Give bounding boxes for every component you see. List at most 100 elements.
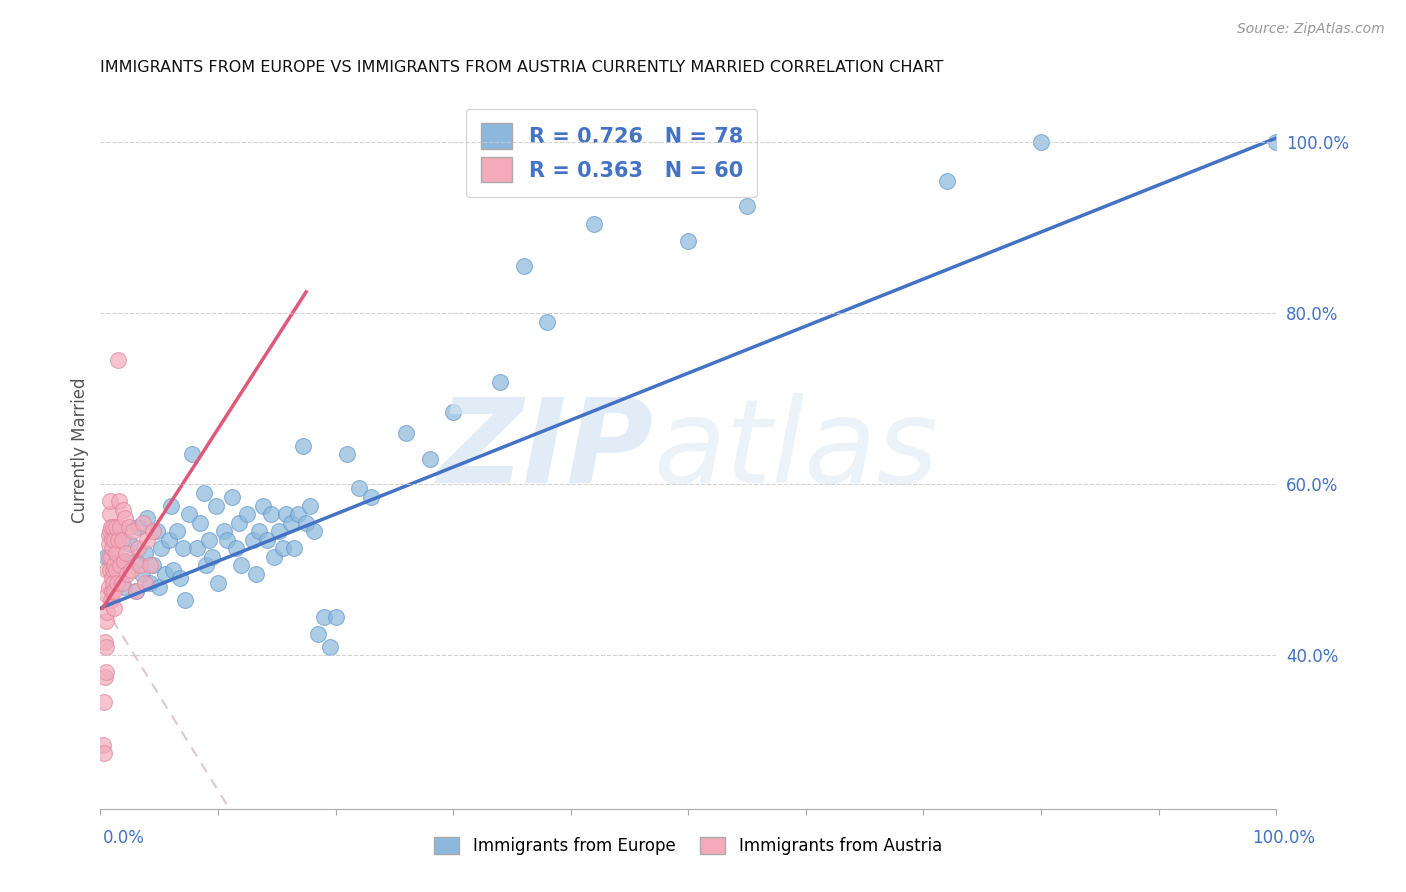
- Point: [112, 580, 135, 594]
- Point: [360, 490, 382, 504]
- Point: [104, 563, 127, 577]
- Point: [245, 566, 267, 581]
- Point: [169, 571, 191, 585]
- Text: ZIP: ZIP: [437, 392, 652, 508]
- Point: [221, 490, 243, 504]
- Point: [489, 375, 512, 389]
- Point: [98, 494, 121, 508]
- Point: [247, 524, 270, 539]
- Point: [307, 627, 329, 641]
- Point: [197, 533, 219, 547]
- Point: [93, 747, 115, 761]
- Point: [177, 507, 200, 521]
- Point: [287, 507, 309, 521]
- Point: [217, 533, 239, 547]
- Point: [110, 558, 132, 573]
- Point: [96, 665, 118, 680]
- Text: 0.0%: 0.0%: [103, 829, 145, 847]
- Point: [312, 609, 335, 624]
- Point: [236, 507, 259, 521]
- Point: [107, 528, 129, 542]
- Point: [174, 592, 197, 607]
- Point: [118, 537, 141, 551]
- Point: [124, 584, 146, 599]
- Point: [131, 566, 153, 581]
- Point: [193, 485, 215, 500]
- Y-axis label: Currently Married: Currently Married: [72, 377, 89, 523]
- Point: [94, 669, 117, 683]
- Point: [103, 575, 125, 590]
- Point: [242, 533, 264, 547]
- Point: [142, 524, 165, 539]
- Point: [101, 571, 124, 585]
- Point: [103, 563, 125, 577]
- Point: [110, 575, 132, 590]
- Point: [124, 554, 146, 568]
- Point: [212, 524, 235, 539]
- Point: [207, 575, 229, 590]
- Point: [104, 545, 127, 559]
- Point: [201, 549, 224, 564]
- Point: [105, 575, 128, 590]
- Point: [676, 234, 699, 248]
- Point: [347, 482, 370, 496]
- Point: [96, 549, 118, 564]
- Point: [1029, 136, 1052, 150]
- Point: [94, 635, 117, 649]
- Point: [112, 554, 135, 568]
- Point: [181, 447, 204, 461]
- Point: [274, 507, 297, 521]
- Point: [103, 558, 125, 573]
- Point: [263, 549, 285, 564]
- Point: [101, 541, 124, 556]
- Point: [148, 580, 170, 594]
- Point: [101, 584, 124, 599]
- Point: [122, 524, 145, 539]
- Point: [146, 524, 169, 539]
- Point: [96, 640, 118, 654]
- Point: [228, 516, 250, 530]
- Point: [536, 315, 558, 329]
- Point: [96, 563, 118, 577]
- Point: [160, 499, 183, 513]
- Point: [104, 520, 127, 534]
- Point: [127, 541, 149, 556]
- Point: [115, 554, 138, 568]
- Point: [117, 520, 139, 534]
- Point: [100, 592, 122, 607]
- Point: [103, 520, 125, 534]
- Point: [583, 217, 606, 231]
- Point: [96, 614, 118, 628]
- Point: [97, 580, 120, 594]
- Point: [100, 549, 122, 564]
- Point: [304, 524, 326, 539]
- Point: [256, 533, 278, 547]
- Point: [298, 499, 321, 513]
- Point: [107, 533, 129, 547]
- Point: [110, 520, 132, 534]
- Point: [395, 425, 418, 440]
- Point: [172, 541, 194, 556]
- Point: [98, 507, 121, 521]
- Point: [142, 558, 165, 573]
- Point: [138, 575, 160, 590]
- Point: [271, 541, 294, 556]
- Point: [153, 566, 176, 581]
- Text: atlas: atlas: [652, 393, 938, 507]
- Point: [267, 524, 290, 539]
- Point: [204, 499, 226, 513]
- Point: [157, 533, 180, 547]
- Point: [512, 259, 534, 273]
- Point: [280, 516, 302, 530]
- Point: [419, 451, 441, 466]
- Point: [138, 558, 160, 573]
- Point: [295, 516, 318, 530]
- Point: [107, 353, 129, 368]
- Point: [111, 503, 134, 517]
- Point: [97, 549, 120, 564]
- Point: [101, 558, 124, 573]
- Point: [1265, 136, 1288, 150]
- Point: [134, 575, 156, 590]
- Point: [98, 524, 121, 539]
- Point: [103, 533, 125, 547]
